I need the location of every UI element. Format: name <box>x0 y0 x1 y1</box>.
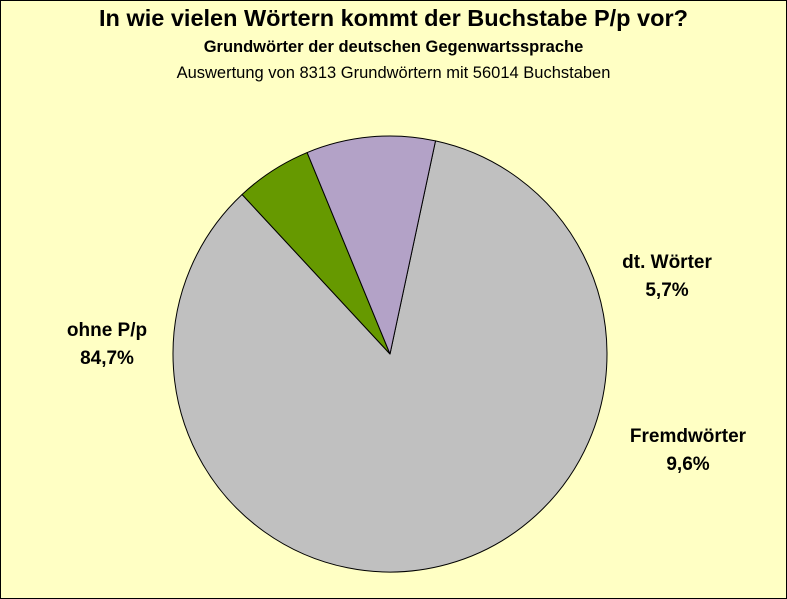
slice-label-ohne-p: ohne P/p 84,7% <box>47 317 167 373</box>
slice-label-dt-woerter: dt. Wörter 5,7% <box>607 249 727 305</box>
chart-note: Auswertung von 8313 Grundwörtern mit 560… <box>176 64 611 82</box>
chart-subtitle: Grundwörter der deutschen Gegenwartsspra… <box>203 38 584 56</box>
slice-label-name: ohne P/p <box>66 320 148 341</box>
chart-title: In wie vielen Wörtern kommt der Buchstab… <box>99 5 688 31</box>
slice-label-value: 9,6% <box>666 454 710 475</box>
slice-label-value: 84,7% <box>80 348 134 369</box>
pie-slice-fremdwoerter <box>306 135 437 355</box>
slice-label-name: dt. Wörter <box>622 252 712 273</box>
slice-label-name: Fremdwörter <box>629 426 747 447</box>
pie-slice-ohne-p <box>172 140 608 573</box>
slice-label-value: 5,7% <box>645 280 689 301</box>
slice-label-fremdwoerter: Fremdwörter 9,6% <box>613 423 763 479</box>
